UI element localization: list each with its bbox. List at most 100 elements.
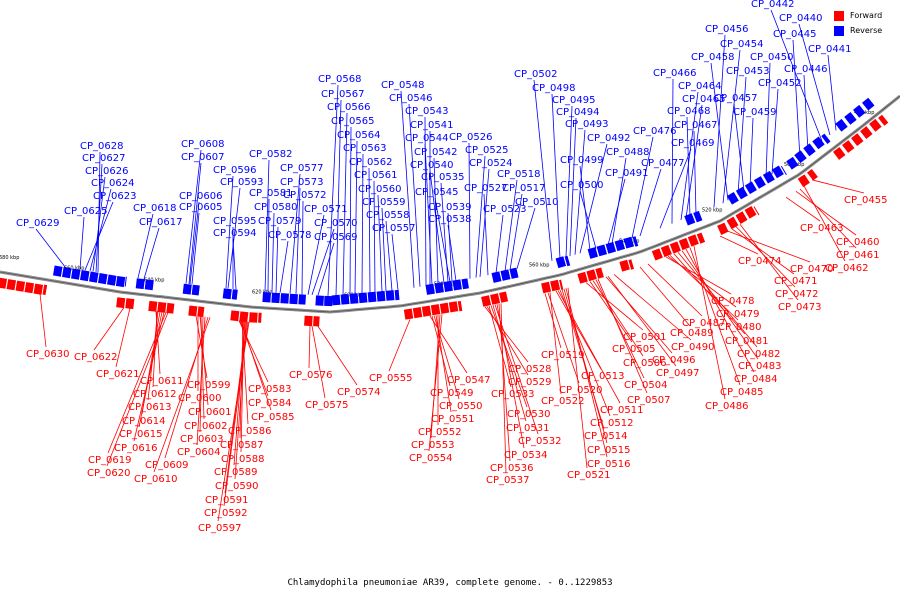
reverse-gene-label: CP_0565 bbox=[331, 116, 374, 127]
reverse-gene bbox=[735, 186, 748, 200]
forward-gene bbox=[797, 174, 810, 188]
reverse-gene-label: CP_0594 bbox=[213, 228, 256, 239]
forward-gene bbox=[457, 300, 463, 312]
forward-gene bbox=[230, 310, 240, 322]
legend-reverse: Reverse bbox=[834, 23, 892, 38]
reverse-gene-leader bbox=[551, 93, 561, 260]
reverse-gene-leader bbox=[483, 193, 489, 276]
reverse-gene-label: CP_0627 bbox=[82, 153, 125, 164]
forward-gene-label: CP_0601 bbox=[188, 407, 231, 418]
reverse-gene bbox=[461, 278, 469, 290]
forward-gene bbox=[595, 267, 604, 279]
forward-gene-label: CP_0575 bbox=[305, 400, 348, 411]
reverse-gene bbox=[106, 274, 117, 286]
forward-gene-label: CP_0455 bbox=[844, 195, 887, 206]
forward-gene-leader bbox=[428, 314, 443, 452]
reverse-gene bbox=[771, 165, 784, 179]
reverse-swatch bbox=[834, 25, 844, 36]
reverse-gene bbox=[500, 269, 511, 281]
forward-gene-label: CP_0622 bbox=[74, 352, 117, 363]
forward-gene-label: CP_0532 bbox=[518, 436, 561, 447]
forward-gene-leader bbox=[689, 247, 741, 386]
forward-gene-label: CP_0485 bbox=[720, 387, 763, 398]
forward-gene-label: CP_0620 bbox=[87, 468, 130, 479]
reverse-gene-leader bbox=[188, 162, 202, 285]
forward-gene-leader bbox=[311, 325, 326, 399]
reverse-gene-leader bbox=[143, 227, 160, 279]
reverse-gene bbox=[52, 265, 63, 277]
forward-gene-label: CP_0479 bbox=[716, 309, 759, 320]
reverse-gene-label: CP_0606 bbox=[179, 191, 222, 202]
reverse-gene-label: CP_0581 bbox=[249, 188, 292, 199]
reverse-gene bbox=[298, 294, 306, 305]
reverse-gene bbox=[61, 267, 72, 279]
forward-gene-label: CP_0505 bbox=[612, 344, 655, 355]
forward-gene-label: CP_0462 bbox=[825, 263, 868, 274]
reverse-gene-leader bbox=[533, 79, 553, 261]
reverse-gene-label: CP_0562 bbox=[349, 157, 392, 168]
reverse-gene bbox=[88, 271, 99, 283]
reverse-gene-leader bbox=[373, 180, 376, 293]
reverse-gene-label: CP_0545 bbox=[415, 187, 458, 198]
reverse-gene bbox=[491, 271, 502, 283]
forward-gene-label: CP_0584 bbox=[248, 398, 291, 409]
forward-gene bbox=[660, 244, 672, 258]
forward-gene-label: CP_0513 bbox=[581, 371, 624, 382]
forward-gene bbox=[42, 284, 48, 296]
forward-gene-label: CP_0529 bbox=[508, 377, 551, 388]
forward-gene-leader bbox=[308, 325, 311, 369]
forward-gene-label: CP_0590 bbox=[215, 481, 258, 492]
forward-gene-leader bbox=[639, 266, 691, 327]
reverse-gene-leader bbox=[693, 130, 697, 215]
forward-gene-label: CP_0474 bbox=[738, 256, 781, 267]
reverse-gene bbox=[115, 276, 126, 288]
forward-gene bbox=[258, 312, 262, 323]
reverse-gene-label: CP_0491 bbox=[605, 168, 648, 179]
forward-gene bbox=[735, 211, 748, 224]
reverse-gene bbox=[124, 276, 127, 287]
legend-reverse-label: Reverse bbox=[850, 26, 883, 35]
reverse-gene-label: CP_0560 bbox=[358, 184, 401, 195]
forward-gene-leader bbox=[39, 293, 47, 348]
reverse-gene-leader bbox=[295, 187, 301, 294]
forward-gene-leader bbox=[494, 304, 539, 435]
reverse-gene-leader bbox=[317, 242, 335, 296]
reverse-gene-label: CP_0544 bbox=[405, 133, 448, 144]
reverse-gene bbox=[289, 293, 298, 305]
forward-gene-label: CP_0600 bbox=[178, 393, 221, 404]
reverse-gene-leader bbox=[685, 104, 703, 219]
reverse-gene-leader bbox=[434, 197, 451, 282]
forward-gene-leader bbox=[486, 306, 529, 376]
reverse-gene-leader bbox=[639, 168, 662, 237]
reverse-gene-leader bbox=[447, 212, 453, 282]
forward-gene-label: CP_0515 bbox=[587, 445, 630, 456]
reverse-gene-leader bbox=[468, 142, 471, 279]
forward-gene-label: CP_0478 bbox=[711, 296, 754, 307]
reverse-gene-leader bbox=[267, 198, 270, 293]
figure-caption: Chlamydophila pneumoniae AR39, complete … bbox=[287, 578, 613, 588]
reverse-gene-label: CP_0563 bbox=[343, 143, 386, 154]
forward-gene bbox=[490, 293, 501, 305]
reverse-gene-leader bbox=[680, 91, 699, 221]
reverse-gene-label: CP_0570 bbox=[314, 218, 357, 229]
forward-gene-leader bbox=[595, 279, 645, 379]
reverse-gene bbox=[340, 294, 350, 305]
reverse-gene-leader bbox=[227, 187, 241, 289]
forward-gene-label: CP_0512 bbox=[590, 418, 633, 429]
forward-gene-label: CP_0586 bbox=[228, 426, 271, 437]
forward-gene-label: CP_0599 bbox=[187, 380, 230, 391]
forward-gene-leader bbox=[115, 308, 131, 368]
forward-gene bbox=[166, 302, 175, 314]
reverse-gene bbox=[144, 279, 154, 291]
reverse-gene bbox=[780, 165, 787, 175]
forward-gene bbox=[669, 241, 681, 254]
reverse-gene-label: CP_0454 bbox=[720, 39, 763, 50]
reverse-gene-label: CP_0525 bbox=[465, 145, 508, 156]
reverse-gene-label: CP_0561 bbox=[354, 170, 397, 181]
forward-gene bbox=[148, 300, 158, 312]
forward-gene-label: CP_0616 bbox=[114, 443, 157, 454]
legend: Forward Reverse bbox=[834, 8, 892, 38]
forward-gene bbox=[421, 305, 432, 317]
forward-gene bbox=[197, 306, 205, 318]
